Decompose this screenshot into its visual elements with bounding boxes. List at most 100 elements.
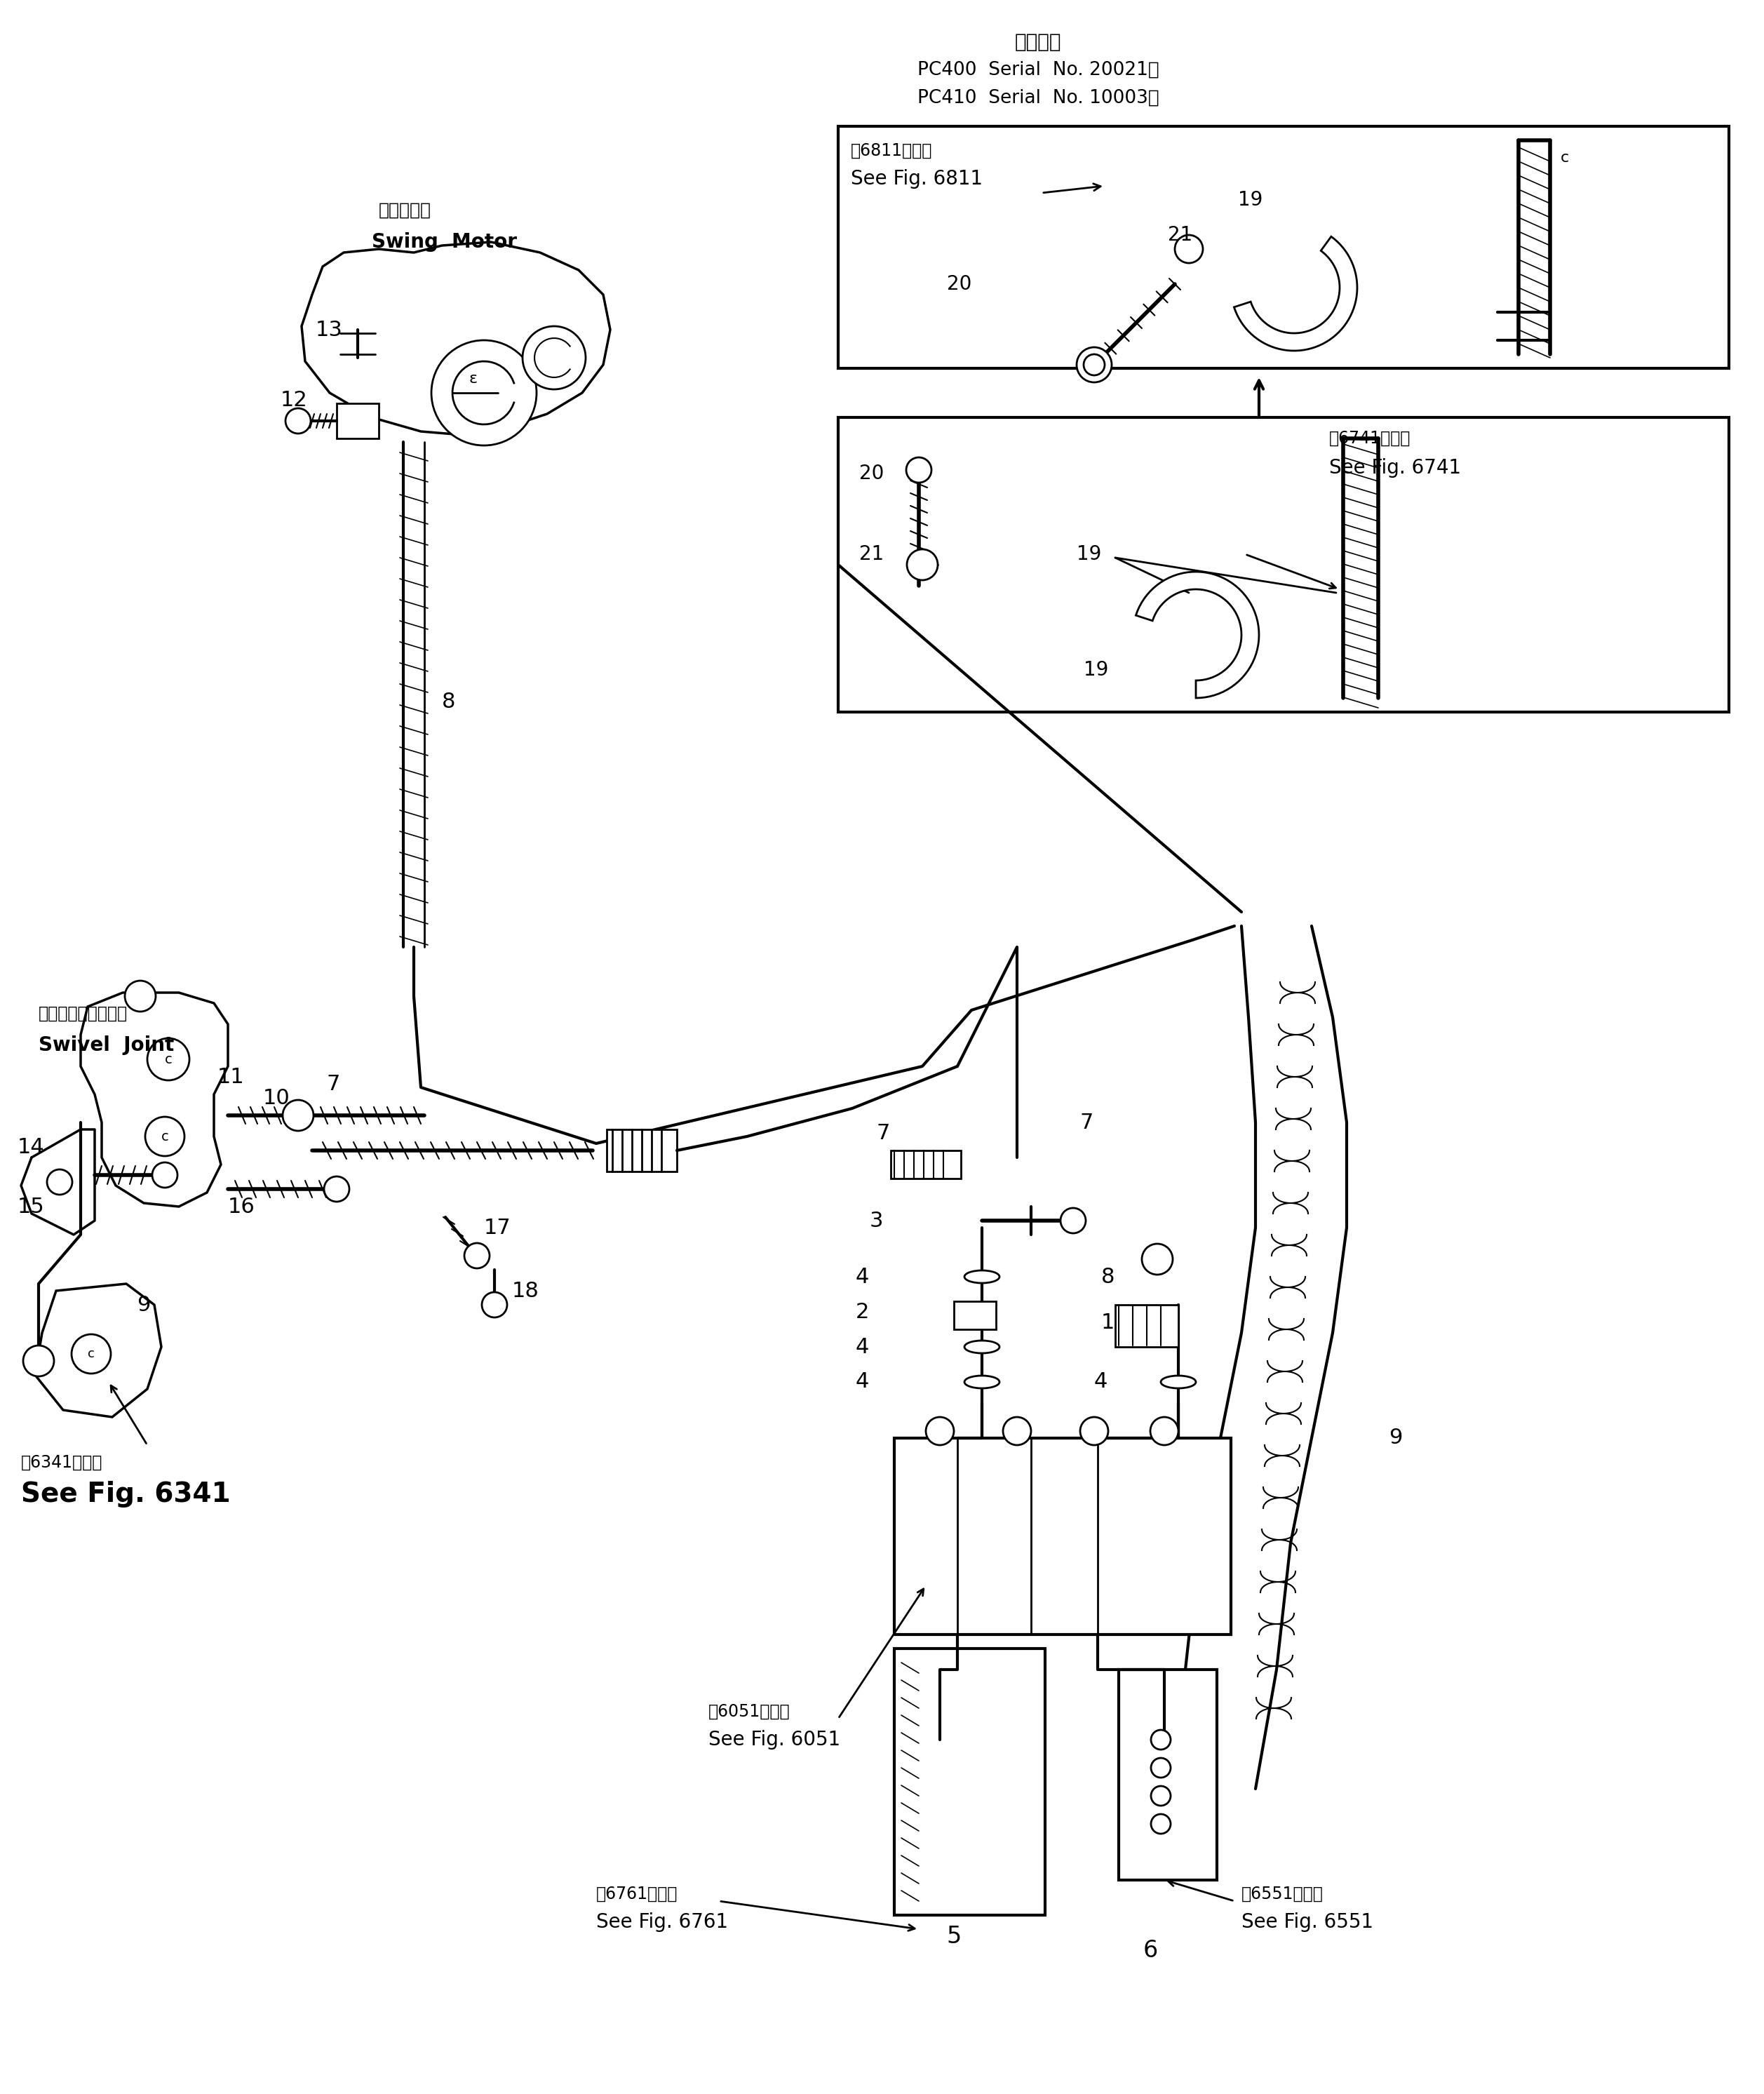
Text: PC400  Serial  No. 20021～: PC400 Serial No. 20021～ xyxy=(917,61,1159,80)
Text: See Fig. 6811: See Fig. 6811 xyxy=(850,170,983,188)
Circle shape xyxy=(926,1418,954,1445)
Bar xyxy=(1118,1669,1217,1880)
Polygon shape xyxy=(1235,237,1357,350)
Text: スイベルジョイント: スイベルジョイント xyxy=(39,1005,127,1022)
Text: 4: 4 xyxy=(856,1267,870,1288)
Text: PC410  Serial  No. 10003～: PC410 Serial No. 10003～ xyxy=(917,90,1159,107)
Circle shape xyxy=(482,1292,506,1317)
Circle shape xyxy=(72,1334,111,1374)
Bar xyxy=(838,126,1729,369)
Text: 5: 5 xyxy=(947,1924,961,1947)
Polygon shape xyxy=(302,243,610,436)
Text: 適用号機: 適用号機 xyxy=(1014,31,1062,52)
Circle shape xyxy=(282,1099,314,1131)
Circle shape xyxy=(152,1162,178,1187)
Ellipse shape xyxy=(1161,1376,1196,1388)
Text: 7: 7 xyxy=(1080,1112,1094,1133)
Text: 4: 4 xyxy=(856,1336,870,1357)
Text: 18: 18 xyxy=(512,1282,540,1300)
Text: c: c xyxy=(164,1053,173,1066)
Text: See Fig. 6051: See Fig. 6051 xyxy=(709,1730,840,1751)
Text: 第6761図参照: 第6761図参照 xyxy=(596,1887,677,1903)
Text: 17: 17 xyxy=(483,1217,512,1238)
Bar xyxy=(337,404,379,438)
Text: See Fig. 6741: See Fig. 6741 xyxy=(1328,459,1461,477)
Circle shape xyxy=(907,549,938,580)
Circle shape xyxy=(23,1346,55,1376)
Text: 8: 8 xyxy=(441,691,455,712)
Text: 20: 20 xyxy=(947,274,972,293)
Circle shape xyxy=(1150,1813,1171,1834)
Text: 19: 19 xyxy=(1083,660,1108,681)
Text: 11: 11 xyxy=(217,1066,245,1087)
Text: 7: 7 xyxy=(877,1122,891,1143)
Polygon shape xyxy=(35,1284,161,1418)
Text: 14: 14 xyxy=(18,1137,44,1158)
Bar xyxy=(1115,1305,1178,1346)
Circle shape xyxy=(1060,1208,1087,1233)
Text: 第6551図参照: 第6551図参照 xyxy=(1242,1887,1323,1903)
Circle shape xyxy=(522,327,586,389)
Text: 4: 4 xyxy=(856,1372,870,1393)
Text: See Fig. 6761: See Fig. 6761 xyxy=(596,1912,729,1933)
Text: See Fig. 6551: See Fig. 6551 xyxy=(1242,1912,1374,1933)
Polygon shape xyxy=(81,993,228,1206)
Bar xyxy=(894,1648,1044,1916)
Circle shape xyxy=(1076,348,1111,383)
Circle shape xyxy=(1150,1418,1178,1445)
Bar xyxy=(607,1129,677,1171)
Text: 1: 1 xyxy=(1101,1313,1115,1332)
Text: 旋回モータ: 旋回モータ xyxy=(379,201,432,220)
Text: 第6741図参照: 第6741図参照 xyxy=(1328,429,1411,446)
Text: 4: 4 xyxy=(1094,1372,1108,1393)
Circle shape xyxy=(286,408,310,433)
Text: 15: 15 xyxy=(18,1196,44,1217)
Ellipse shape xyxy=(965,1340,1000,1353)
Ellipse shape xyxy=(965,1271,1000,1284)
Text: 21: 21 xyxy=(859,544,884,563)
Text: 6: 6 xyxy=(1143,1939,1157,1962)
Text: 9: 9 xyxy=(1388,1428,1402,1449)
Bar xyxy=(891,1150,961,1179)
Text: c: c xyxy=(1561,151,1570,165)
Circle shape xyxy=(464,1244,490,1269)
Text: 20: 20 xyxy=(859,463,884,484)
Text: See Fig. 6341: See Fig. 6341 xyxy=(21,1480,231,1508)
Text: 21: 21 xyxy=(1168,226,1192,245)
Polygon shape xyxy=(1136,572,1259,697)
Circle shape xyxy=(907,456,931,482)
Text: Swing  Motor: Swing Motor xyxy=(372,232,517,251)
Text: 16: 16 xyxy=(228,1196,256,1217)
Text: 8: 8 xyxy=(1101,1267,1115,1288)
Circle shape xyxy=(1175,235,1203,264)
Bar xyxy=(894,1439,1231,1635)
Circle shape xyxy=(1150,1759,1171,1778)
Text: 第6341図参照: 第6341図参照 xyxy=(21,1453,102,1472)
Circle shape xyxy=(125,980,155,1011)
Text: c: c xyxy=(161,1131,169,1143)
Circle shape xyxy=(1004,1418,1030,1445)
Circle shape xyxy=(325,1177,349,1202)
Circle shape xyxy=(145,1116,185,1156)
Ellipse shape xyxy=(965,1376,1000,1388)
Bar xyxy=(954,1300,997,1330)
Text: 19: 19 xyxy=(1076,544,1101,563)
Circle shape xyxy=(48,1168,72,1196)
Bar xyxy=(838,417,1729,712)
Circle shape xyxy=(432,339,536,446)
Text: 2: 2 xyxy=(856,1302,870,1321)
Text: c: c xyxy=(88,1349,95,1361)
Text: 7: 7 xyxy=(326,1074,340,1093)
Circle shape xyxy=(1080,1418,1108,1445)
Text: 12: 12 xyxy=(280,389,307,410)
Circle shape xyxy=(1150,1786,1171,1805)
Circle shape xyxy=(146,1039,189,1081)
Text: 第6811図参照: 第6811図参照 xyxy=(850,142,933,159)
Text: ε: ε xyxy=(469,373,478,385)
Text: 19: 19 xyxy=(1238,191,1263,209)
Text: 3: 3 xyxy=(870,1210,884,1231)
Circle shape xyxy=(1141,1244,1173,1275)
Text: 10: 10 xyxy=(263,1087,291,1108)
Text: Swivel  Joint: Swivel Joint xyxy=(39,1034,175,1055)
Circle shape xyxy=(1083,354,1104,375)
